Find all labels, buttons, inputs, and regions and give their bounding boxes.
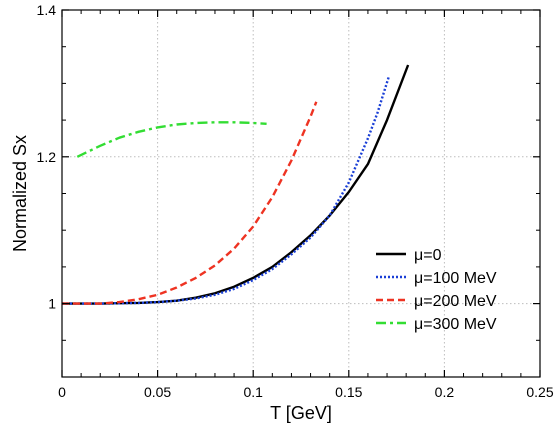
x-tick-label: 0.05 (144, 384, 171, 400)
legend: μ=0 μ=100 MeV μ=200 MeV μ=300 MeV (376, 247, 497, 333)
x-tick-label: 0.25 (526, 384, 553, 400)
series-line-100-mev (62, 75, 391, 305)
y-tick-label: 1.2 (37, 149, 57, 165)
legend-label-200-mev: μ=200 MeV (414, 293, 497, 310)
x-tick-label: 0.15 (335, 384, 362, 400)
series-line-300-mev (76, 121, 267, 158)
legend-label-0: μ=0 (414, 247, 442, 264)
y-tick-label: 1.4 (37, 2, 57, 18)
x-tick-label: 0.2 (435, 384, 455, 400)
legend-label-300-mev: μ=300 MeV (414, 316, 497, 333)
y-axis-title: Normalized Sx (10, 135, 30, 252)
series-line-200-mev (62, 101, 318, 305)
grid (62, 10, 540, 377)
x-axis-title: T [GeV] (270, 403, 332, 423)
x-tick-label: 0.1 (243, 384, 263, 400)
y-tick-label: 1 (48, 296, 56, 312)
legend-label-100-mev: μ=100 MeV (414, 270, 497, 287)
series-line-0 (62, 64, 410, 305)
x-tick-label: 0 (58, 384, 66, 400)
ticks-layer: 0 0.05 0.1 0.15 0.2 0.25 1 1.2 1.4 (37, 2, 554, 400)
series-layer (62, 64, 410, 305)
